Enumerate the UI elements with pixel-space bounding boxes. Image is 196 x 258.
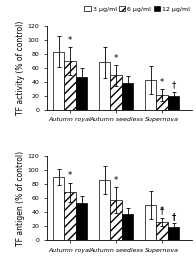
- Text: †: †: [172, 80, 176, 90]
- Legend: 3 μg/ml, 6 μg/ml, 12 μg/ml: 3 μg/ml, 6 μg/ml, 12 μg/ml: [82, 4, 192, 14]
- Text: *: *: [114, 176, 118, 185]
- Bar: [168, 96, 179, 110]
- Text: †: †: [172, 212, 176, 221]
- Bar: [64, 192, 76, 240]
- Bar: [53, 52, 64, 110]
- Text: *: *: [114, 54, 118, 63]
- Bar: [53, 177, 64, 240]
- Bar: [76, 203, 87, 240]
- Text: *: *: [68, 36, 72, 45]
- Bar: [110, 200, 122, 240]
- Text: *: *: [160, 206, 164, 215]
- Bar: [145, 205, 156, 240]
- Bar: [99, 62, 110, 110]
- Text: *: *: [68, 172, 72, 180]
- Bar: [64, 61, 76, 110]
- Text: *: *: [160, 78, 164, 87]
- Bar: [99, 180, 110, 240]
- Bar: [156, 222, 168, 240]
- Bar: [145, 80, 156, 110]
- Bar: [122, 214, 133, 240]
- Text: †: †: [172, 212, 176, 221]
- Bar: [122, 83, 133, 110]
- Y-axis label: TF antigen (% of control): TF antigen (% of control): [16, 150, 25, 246]
- Bar: [76, 77, 87, 110]
- Bar: [168, 227, 179, 240]
- Bar: [110, 76, 122, 110]
- Y-axis label: TF activity (% of control): TF activity (% of control): [16, 21, 25, 115]
- Text: †: †: [160, 206, 164, 215]
- Bar: [156, 95, 168, 110]
